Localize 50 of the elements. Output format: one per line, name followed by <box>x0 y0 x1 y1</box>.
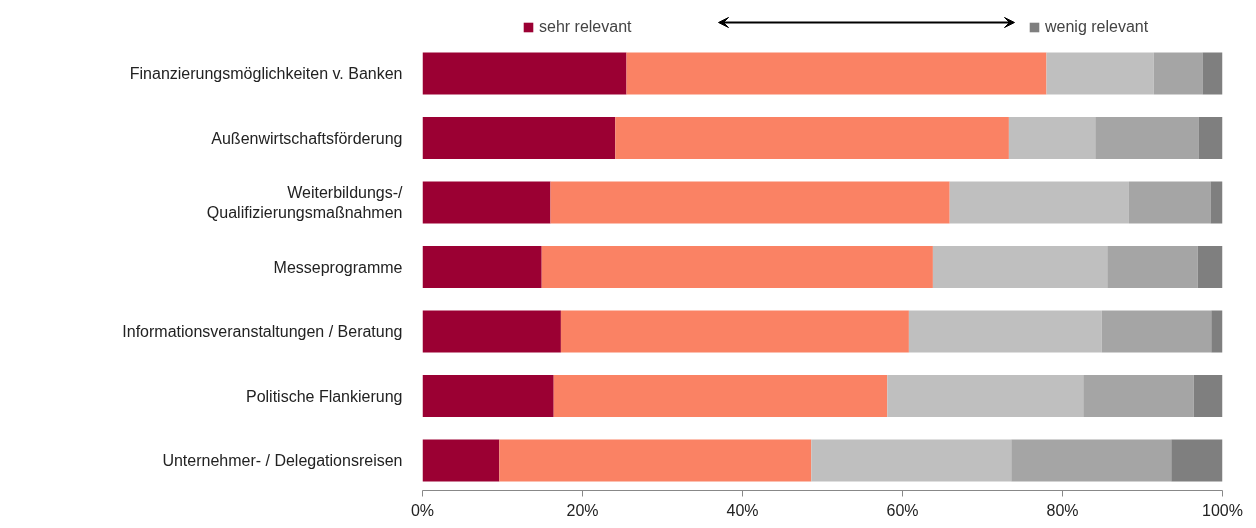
bar <box>1011 439 1172 482</box>
bar <box>1083 375 1194 417</box>
bar <box>422 52 627 95</box>
bar <box>1153 52 1203 95</box>
bar <box>1193 375 1223 417</box>
bar <box>553 375 888 417</box>
x-tick-label: 80% <box>1046 501 1079 519</box>
bar <box>1210 181 1223 224</box>
bar <box>541 246 933 288</box>
bar <box>626 52 1047 95</box>
bar <box>1198 117 1223 159</box>
bar <box>550 181 950 224</box>
bar <box>932 246 1108 288</box>
bar <box>887 375 1084 417</box>
legend-label: sehr relevant <box>539 18 632 36</box>
y-tick-label: Politische Flankierung <box>245 387 403 405</box>
bar <box>811 439 1012 482</box>
y-tick-label: Weiterbildungs-/ Qualifizierungsmaßnahmen <box>206 183 404 222</box>
bar <box>615 117 1009 159</box>
x-tick-label: 60% <box>886 501 919 519</box>
bar <box>908 310 1102 353</box>
bar <box>422 310 561 353</box>
bar <box>1107 246 1198 288</box>
bar <box>422 375 554 417</box>
y-tick-label: Messeprogramme <box>273 258 403 276</box>
bar <box>422 246 542 288</box>
bar <box>949 181 1129 224</box>
bar <box>560 310 909 353</box>
bar <box>1095 117 1199 159</box>
x-tick-label: 100% <box>1202 501 1243 519</box>
bar <box>499 439 812 482</box>
y-tick-label: Finanzierungsmöglichkeiten v. Banken <box>129 65 403 82</box>
bar <box>1202 52 1223 95</box>
bar <box>1101 310 1212 353</box>
legend-label: wenig relevant <box>1045 18 1149 36</box>
y-tick-label: Außenwirtschaftsförderung <box>211 129 403 147</box>
bar <box>1008 117 1096 159</box>
x-tick-label: 20% <box>566 501 599 519</box>
bar <box>1171 439 1223 482</box>
bar <box>1046 52 1154 95</box>
bar <box>1211 310 1223 353</box>
y-tick-label: Informationsveranstaltungen / Beratung <box>122 323 403 340</box>
x-tick-label: 0% <box>410 501 435 519</box>
bar <box>1128 181 1211 224</box>
y-tick-label: Unternehmer- / Delegationsreisen <box>162 452 403 469</box>
x-tick-label: 40% <box>726 501 759 519</box>
bar <box>422 439 500 482</box>
bar <box>422 117 616 159</box>
bar <box>422 181 551 224</box>
bar <box>1197 246 1223 288</box>
